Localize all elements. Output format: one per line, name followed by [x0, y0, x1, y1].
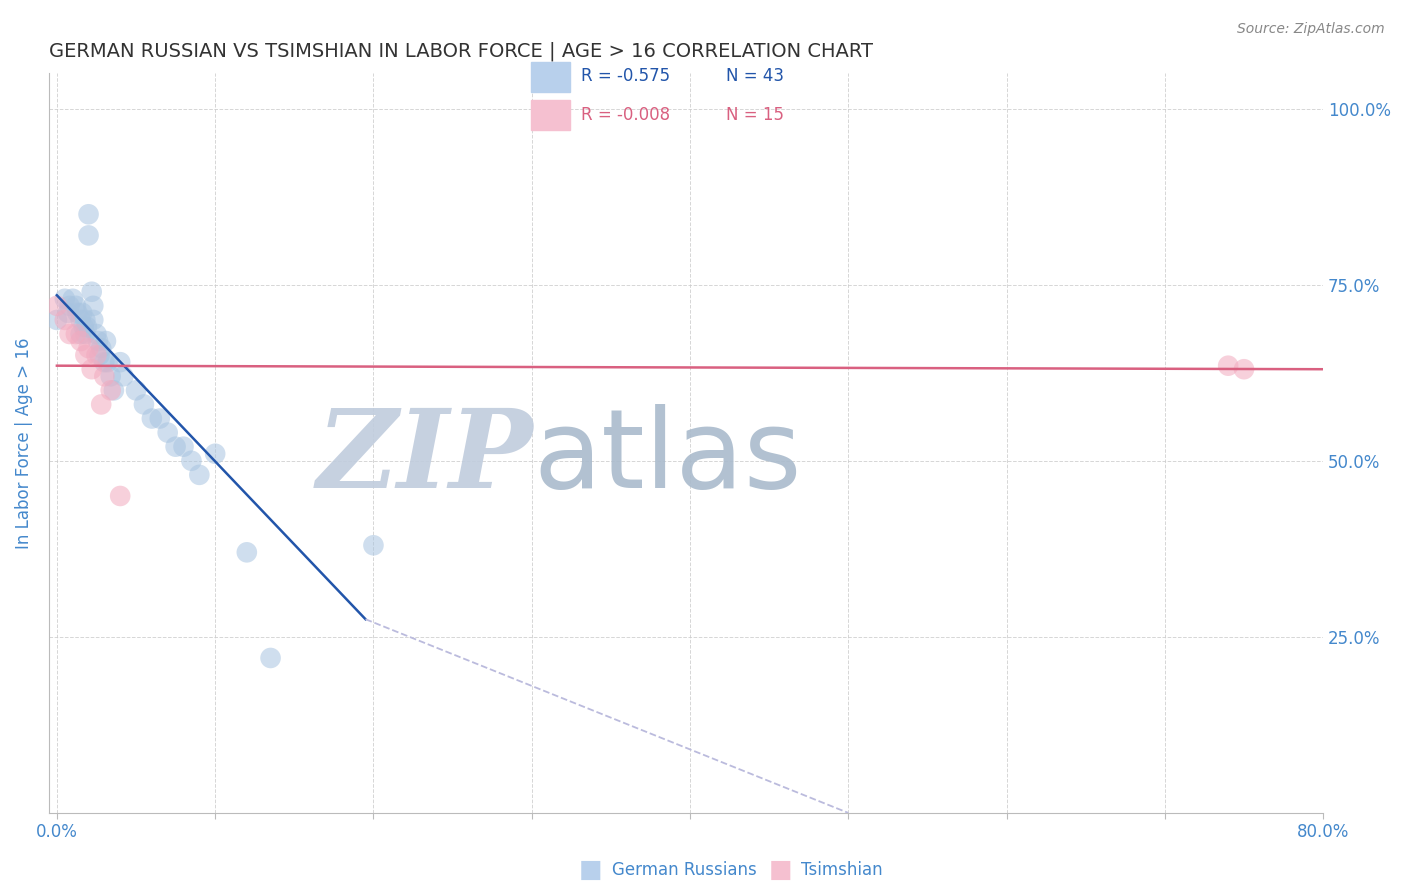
Point [103, 384, 125, 398]
Point [149, 411, 172, 425]
Point [86, 326, 108, 341]
Bar [531, 100, 569, 130]
Point [86, 348, 108, 362]
Point [62, 292, 84, 306]
Point [75, 348, 97, 362]
Point [132, 397, 155, 411]
Text: N = 15: N = 15 [725, 105, 785, 123]
Point [204, 447, 226, 461]
Point [125, 384, 148, 398]
Bar [531, 62, 569, 92]
Point [45, 299, 67, 313]
Point [80, 285, 103, 299]
Point [93, 369, 115, 384]
Point [76, 320, 98, 334]
Point [70, 306, 93, 320]
Point [87, 334, 110, 348]
Point [65, 299, 87, 313]
Point [89, 348, 111, 362]
Point [56, 306, 79, 320]
Y-axis label: In Labor Force | Age > 16: In Labor Force | Age > 16 [15, 337, 32, 549]
Text: Tsimshian: Tsimshian [801, 861, 883, 879]
Point [236, 545, 259, 559]
Text: ■: ■ [579, 858, 602, 881]
Point [100, 369, 122, 384]
Text: German Russians: German Russians [612, 861, 756, 879]
Point [53, 313, 76, 327]
Point [45, 313, 67, 327]
Point [94, 334, 117, 348]
Point [173, 440, 195, 454]
Point [141, 411, 163, 425]
Point [77, 341, 100, 355]
Point [58, 326, 80, 341]
Point [53, 292, 76, 306]
Point [77, 228, 100, 243]
Point [75, 326, 97, 341]
Point [96, 355, 118, 369]
Text: atlas: atlas [533, 404, 801, 511]
Point [69, 313, 91, 327]
Point [363, 538, 385, 552]
Point [69, 334, 91, 348]
Point [75, 313, 97, 327]
Point [58, 299, 80, 313]
Point [1218, 359, 1240, 373]
Point [259, 651, 281, 665]
Text: Source: ZipAtlas.com: Source: ZipAtlas.com [1237, 22, 1385, 37]
Point [77, 207, 100, 221]
Point [66, 306, 89, 320]
Point [108, 489, 131, 503]
Text: ZIP: ZIP [316, 404, 533, 512]
Point [73, 320, 96, 334]
Point [112, 369, 135, 384]
Text: R = -0.008: R = -0.008 [581, 105, 669, 123]
Point [82, 299, 104, 313]
Point [165, 440, 187, 454]
Text: GERMAN RUSSIAN VS TSIMSHIAN IN LABOR FORCE | AGE > 16 CORRELATION CHART: GERMAN RUSSIAN VS TSIMSHIAN IN LABOR FOR… [49, 42, 873, 62]
Point [69, 326, 91, 341]
Text: N = 43: N = 43 [725, 68, 785, 86]
Point [82, 313, 104, 327]
Point [156, 425, 179, 440]
Point [90, 341, 112, 355]
Text: R = -0.575: R = -0.575 [581, 68, 669, 86]
Point [65, 326, 87, 341]
Point [93, 355, 115, 369]
Point [90, 397, 112, 411]
Point [1233, 362, 1256, 376]
Point [100, 384, 122, 398]
Point [108, 355, 131, 369]
Point [180, 454, 202, 468]
Text: ■: ■ [769, 858, 792, 881]
Point [188, 467, 211, 482]
Point [80, 362, 103, 376]
